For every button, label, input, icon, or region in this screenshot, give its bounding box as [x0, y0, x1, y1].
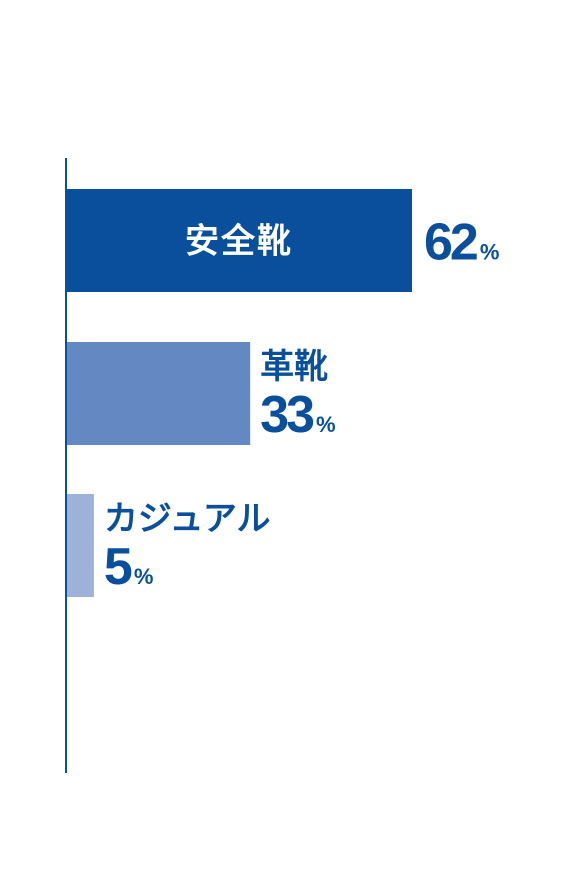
bar-3 [66, 494, 94, 597]
category-label: 革靴 [260, 347, 328, 387]
bar-1 [66, 189, 412, 292]
value-label: 62% [424, 214, 499, 272]
value-label: 33% [260, 386, 335, 444]
category-label: カジュアル [104, 499, 271, 539]
bar-2 [66, 342, 251, 445]
value-label: 5% [104, 538, 153, 596]
category-label: 安全靴 [185, 222, 293, 262]
